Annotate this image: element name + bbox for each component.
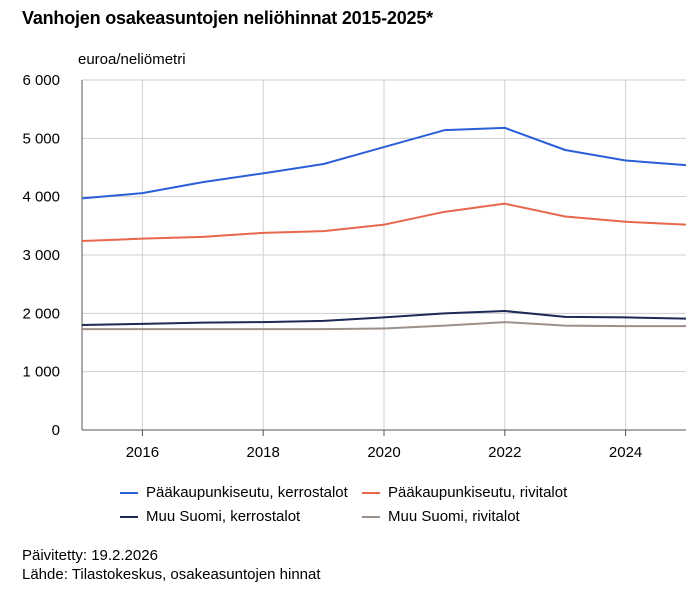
series-lines	[81, 126, 687, 331]
y-tick-label: 1 000	[22, 364, 60, 381]
legend-swatch	[362, 515, 380, 518]
legend-label: Pääkaupunkiseutu, kerrostalot	[146, 484, 348, 501]
series-line-0	[81, 126, 687, 200]
x-tick-label: 2022	[488, 444, 521, 461]
x-tick-label: 2020	[367, 444, 400, 461]
legend-label: Muu Suomi, kerrostalot	[146, 508, 301, 525]
x-tick-label: 2024	[609, 444, 642, 461]
chart-title: Vanhojen osakeasuntojen neliöhinnat 2015…	[22, 8, 433, 28]
legend-swatch	[120, 515, 138, 518]
y-axis-ticks: 0 1 000 2 000 3 000 4 000 5 000 6 000	[22, 72, 60, 439]
y-tick-label: 3 000	[22, 247, 60, 264]
y-tick-label: 5 000	[22, 130, 60, 147]
series-line-3	[82, 321, 686, 331]
y-tick-label: 4 000	[22, 189, 60, 206]
grid-lines	[81, 79, 686, 431]
legend-label: Pääkaupunkiseutu, rivitalot	[388, 484, 568, 501]
updated-date: Päivitetty: 19.2.2026	[22, 547, 158, 564]
legend-item-pks-rivitalot: Pääkaupunkiseutu, rivitalot	[362, 484, 567, 501]
x-tick-label: 2016	[126, 444, 159, 461]
y-axis-label: euroa/neliömetri	[78, 51, 186, 68]
x-axis-ticks: 2016 2018 2020 2022 2024	[126, 430, 642, 461]
y-tick-label: 6 000	[22, 72, 60, 89]
y-tick-label: 0	[52, 422, 60, 439]
line-chart: 0 1 000 2 000 3 000 4 000 5 000 6 000 2016 2018…	[22, 51, 687, 461]
series-line-1	[81, 202, 687, 242]
footer: Päivitetty: 19.2.2026 Lähde: Tilastokesk…	[22, 546, 321, 584]
data-source: Lähde: Tilastokeskus, osakeasuntojen hin…	[22, 566, 321, 583]
legend-item-muu-rivitalot: Muu Suomi, rivitalot	[362, 508, 520, 525]
legend-label: Muu Suomi, rivitalot	[388, 508, 520, 525]
legend-item-muu-kerrostalot: Muu Suomi, kerrostalot	[120, 508, 300, 525]
legend-swatch	[120, 491, 138, 494]
legend-item-pks-kerrostalot: Pääkaupunkiseutu, kerrostalot	[120, 484, 348, 501]
legend-swatch	[362, 491, 380, 494]
y-tick-label: 2 000	[22, 305, 60, 322]
series-line-2	[81, 310, 687, 326]
x-tick-label: 2018	[247, 444, 280, 461]
